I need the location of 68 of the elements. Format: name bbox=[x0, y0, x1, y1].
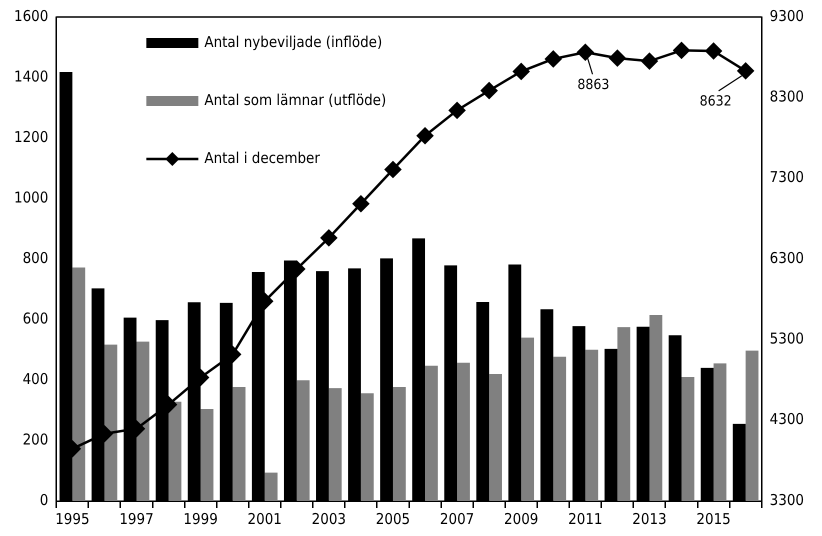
legend-label: Antal i december bbox=[204, 148, 320, 167]
bar bbox=[746, 350, 758, 501]
point bbox=[673, 42, 690, 59]
y-tick-label: 1400 bbox=[14, 67, 48, 86]
bar bbox=[457, 362, 470, 501]
x-tick-label: 2013 bbox=[632, 510, 667, 528]
point bbox=[545, 50, 562, 68]
bar bbox=[553, 356, 566, 501]
y2-tick-label: 3300 bbox=[770, 490, 804, 509]
bar bbox=[585, 350, 598, 501]
y-tick-label: 600 bbox=[22, 309, 48, 328]
bar bbox=[136, 342, 150, 501]
y2-tick-label: 4300 bbox=[770, 410, 804, 428]
x-tick-label: 2011 bbox=[568, 510, 603, 528]
point bbox=[416, 127, 434, 144]
bar bbox=[232, 386, 246, 501]
bar bbox=[296, 380, 310, 501]
y-tick-label: 0 bbox=[40, 490, 48, 509]
y-tick-label: 1600 bbox=[14, 6, 48, 25]
x-tick-label: 1995 bbox=[55, 510, 90, 528]
point bbox=[705, 42, 722, 60]
x-tick-label: 1997 bbox=[119, 510, 154, 528]
bar bbox=[521, 338, 534, 501]
data-label: 8632 bbox=[700, 94, 732, 110]
bar bbox=[72, 267, 86, 501]
x-tick-label: 2005 bbox=[376, 510, 410, 528]
x-tick-label: 2003 bbox=[312, 510, 346, 528]
y2-tick-label: 9300 bbox=[770, 6, 804, 25]
y-tick-label: 400 bbox=[22, 370, 48, 388]
bar bbox=[168, 402, 182, 501]
point bbox=[737, 62, 754, 80]
y-tick-label: 200 bbox=[22, 430, 48, 448]
y2-tick-label: 7300 bbox=[770, 168, 804, 186]
bar bbox=[425, 366, 438, 501]
point bbox=[448, 102, 466, 119]
bar bbox=[104, 344, 118, 501]
point bbox=[512, 63, 530, 80]
point bbox=[641, 52, 658, 70]
point bbox=[577, 44, 594, 60]
bar bbox=[360, 393, 374, 501]
point bbox=[320, 230, 338, 246]
legend-label: Antal som lämnar (utflöde) bbox=[204, 90, 386, 109]
bar bbox=[200, 409, 214, 501]
x-tick-label: 2009 bbox=[504, 510, 538, 528]
bar bbox=[649, 314, 662, 501]
y-tick-label: 1200 bbox=[14, 128, 48, 146]
y-tick-label: 1000 bbox=[14, 188, 48, 206]
point bbox=[352, 195, 370, 212]
y2-tick-label: 6300 bbox=[770, 248, 804, 267]
x-tick-label: 2007 bbox=[440, 510, 474, 528]
legend-label: Antal nybeviljade (inflöde) bbox=[204, 32, 382, 51]
bar bbox=[264, 472, 278, 501]
bar bbox=[328, 388, 342, 501]
bar bbox=[392, 386, 406, 501]
y-tick-label: 800 bbox=[22, 248, 48, 267]
bar bbox=[682, 376, 694, 501]
x-tick-label: 2001 bbox=[248, 510, 282, 528]
bar bbox=[489, 374, 502, 501]
data-label: 8863 bbox=[577, 76, 610, 93]
point bbox=[384, 161, 402, 178]
y2-tick-label: 5300 bbox=[770, 330, 804, 348]
bar bbox=[617, 327, 630, 501]
y2-tick-label: 8300 bbox=[770, 88, 804, 106]
point bbox=[609, 50, 626, 66]
bar bbox=[714, 363, 726, 501]
x-tick-label: 1999 bbox=[183, 510, 218, 528]
point bbox=[480, 82, 498, 99]
x-tick-label: 2015 bbox=[696, 510, 731, 528]
